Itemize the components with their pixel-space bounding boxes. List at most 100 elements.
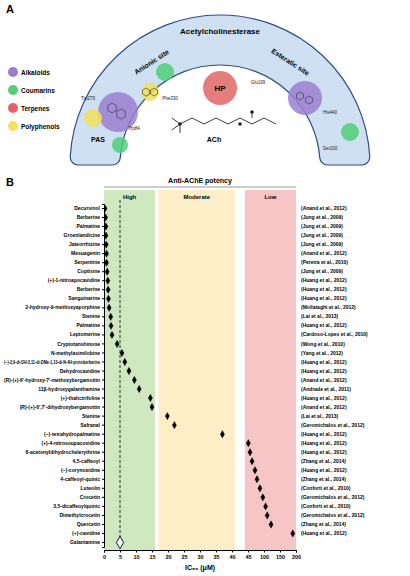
reference-label: (Wong et al., 2010) — [301, 341, 345, 347]
figure: AAcetylcholinesteraseHPAnionic siteEster… — [0, 0, 410, 576]
y-tick-label: Coptisine — [77, 268, 100, 274]
data-point — [110, 331, 114, 338]
y-tick-label: Crocetin — [80, 494, 100, 500]
y-tick: Mesuagenin — [71, 250, 104, 256]
y-tick: Safranal — [80, 422, 104, 428]
y-tick: Stenine — [82, 413, 104, 419]
reference-label: (Anand et al., 2012) — [301, 250, 347, 256]
panel-label: A — [6, 3, 14, 15]
data-point — [250, 458, 254, 465]
ligand-blob — [112, 137, 128, 153]
x-axis-title: IC₅₀ (μM) — [185, 564, 215, 572]
reference-label: (Huang et al., 2012) — [301, 440, 347, 446]
y-tick-label: 11β-hydroxygalanthamine — [38, 386, 100, 392]
reference-label: (Cardoso-Lopes et al., 2010) — [301, 331, 368, 337]
data-point — [132, 376, 136, 383]
y-tick-mark — [102, 398, 104, 399]
potency-band — [158, 190, 235, 550]
y-tick: (−)-corynoxidine — [61, 467, 104, 473]
reference-label: (Geromichalos et al., 2012) — [301, 512, 365, 518]
site-label: Esteratic site — [270, 47, 310, 77]
data-point — [107, 304, 111, 311]
data-point — [265, 512, 269, 519]
x-tick: 35 — [213, 550, 219, 560]
enzyme-label: Acetylcholinesterase — [180, 27, 261, 36]
data-point — [246, 439, 250, 446]
legend-swatch — [8, 103, 18, 113]
x-tick: 20 — [165, 550, 171, 560]
ligand-blob — [141, 83, 159, 101]
y-tick-label: Sanguinarine — [68, 295, 100, 301]
reference-label: (Yang et al., 2012) — [301, 350, 343, 356]
y-tick-label: 4-caffeoyl-quinic — [60, 476, 100, 482]
data-point — [172, 421, 176, 428]
reference-label: (Conforti et al., 2010) — [301, 485, 351, 491]
x-tick-label: 30 — [197, 554, 203, 560]
y-tick-mark — [102, 542, 104, 543]
ring — [151, 88, 158, 96]
ach-atom — [238, 122, 242, 126]
y-tick-label: (R)-(+)-6',7'-dihydroxybergamottin — [20, 404, 100, 410]
residue-label: Trp279 — [81, 96, 96, 101]
y-tick-mark — [102, 244, 104, 245]
residue-label: Phe330 — [162, 96, 178, 101]
y-tick-label: Serpentine — [74, 259, 100, 265]
ring — [108, 103, 117, 113]
y-tick-label: Leptomerine — [70, 331, 100, 337]
reference-point — [116, 536, 123, 548]
y-tick: (R)-(+)-6',7'-dihydroxybergamottin — [20, 404, 104, 410]
x-tick-label: 20 — [165, 554, 171, 560]
data-point — [291, 530, 295, 537]
y-tick-mark — [102, 235, 104, 236]
y-tick-mark — [102, 316, 104, 317]
x-tick-label: 25 — [181, 554, 187, 560]
reference-label: (Lai et al., 2013) — [301, 313, 339, 319]
x-tick: 150 — [276, 550, 285, 560]
ligand-blob — [288, 81, 322, 115]
y-tick-label: (−)-tetrahydropalmatine — [44, 431, 100, 437]
potency-band — [104, 190, 155, 550]
x-tick: 15 — [149, 550, 155, 560]
y-tick: (+)-cavidine — [72, 530, 104, 536]
plot-area — [104, 190, 296, 550]
y-tick: Decursinol — [74, 205, 104, 211]
x-tick-label: 200 — [292, 554, 301, 560]
reference-label: (Anand et al., 2012) — [301, 404, 347, 410]
data-point — [109, 313, 113, 320]
data-point — [115, 340, 119, 347]
y-tick-mark — [102, 280, 104, 281]
y-tick-label: (+)-thalictrifoline — [61, 395, 101, 401]
x-tick-mark — [136, 550, 137, 553]
data-point — [120, 349, 124, 356]
y-tick: 3,5-dicaffeoylquinic — [53, 503, 104, 509]
ring — [297, 92, 304, 100]
reference-label: (Zhang et al., 2014) — [301, 458, 346, 464]
x-tick-mark — [248, 550, 249, 553]
y-tick: Coptisine — [77, 268, 104, 274]
enzyme-shape — [70, 15, 370, 165]
y-tick-mark — [102, 253, 104, 254]
y-tick-label: 4,5-caffeoyl — [72, 458, 100, 464]
y-tick-label: Palmatine — [76, 223, 100, 229]
x-tick-label: 40 — [229, 554, 235, 560]
data-point — [150, 403, 154, 410]
ring — [117, 109, 126, 119]
x-tick-mark — [296, 550, 297, 553]
ach-carbonyl — [252, 112, 253, 118]
data-point — [261, 494, 265, 501]
y-tick-label: 3,5-dicaffeoylquinic — [53, 503, 100, 509]
legend-label: Alkaloids — [21, 69, 50, 76]
y-tick: Serpentine — [74, 259, 104, 265]
residue-label: Trp84 — [128, 126, 140, 131]
y-tick-label: Berberine — [77, 286, 101, 292]
y-tick: (R)-(+)-6'-hydroxy-7'-methoxybergamottin — [4, 377, 104, 383]
y-tick: 11β-hydroxygalanthamine — [38, 386, 104, 392]
x-tick-mark — [120, 550, 121, 553]
data-point — [106, 286, 110, 293]
ach-chain — [180, 118, 276, 124]
y-tick: (+)-1-nitroapocavidine — [48, 277, 104, 283]
x-tick: 25 — [181, 550, 187, 560]
x-axis: 051015202530354045100150200 — [103, 550, 301, 560]
y-tick-mark — [102, 479, 104, 480]
ring — [143, 88, 150, 96]
